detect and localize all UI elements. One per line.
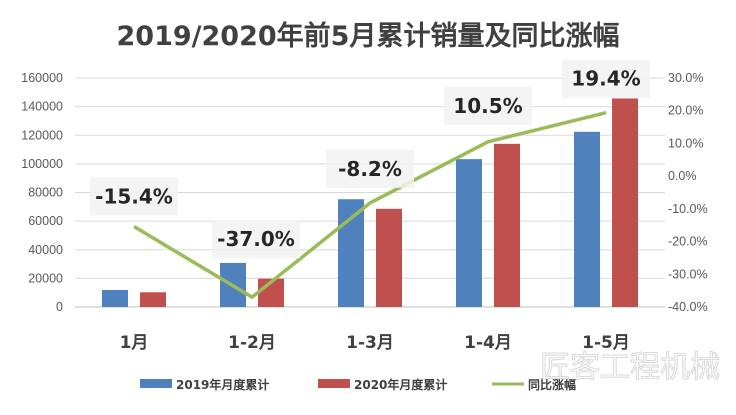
right-axis-tick: -30.0% (668, 267, 708, 281)
data-label: -37.0% (217, 227, 295, 251)
right-axis-tick: 20.0% (668, 104, 703, 118)
data-label: -8.2% (338, 157, 402, 181)
category-label: 1-4月 (464, 333, 512, 353)
legend-swatch (318, 379, 350, 388)
legend-label: 2020年月度累计 (354, 377, 447, 392)
bar-2019 (338, 199, 364, 307)
watermark: 匠客工程机械 (540, 350, 720, 385)
left-axis-tick: 40000 (28, 243, 63, 257)
chart-title: 2019/2020年前5月累计销量及同比涨幅 (116, 21, 620, 52)
right-axis-tick: 0.0% (668, 169, 697, 183)
data-label-box (326, 149, 414, 188)
left-axis-tick: 160000 (21, 71, 63, 85)
bar-2020 (612, 98, 638, 307)
left-axis-tick: 60000 (28, 214, 63, 228)
legend-swatch (140, 379, 172, 388)
data-label-box (212, 220, 300, 259)
bar-2019 (456, 159, 482, 307)
right-axis-tick: 10.0% (668, 136, 703, 150)
bar-2020 (376, 208, 402, 307)
data-label: 10.5% (453, 94, 522, 118)
category-label: 1-3月 (346, 333, 394, 353)
legend-label: 同比涨幅 (528, 377, 576, 392)
data-label-box (562, 59, 650, 98)
growth-line (133, 110, 607, 299)
data-label: 19.4% (571, 67, 640, 91)
left-axis-tick: 0 (56, 300, 63, 314)
bar-2020 (140, 292, 166, 307)
data-label: -15.4% (95, 185, 173, 209)
right-axis-tick: 30.0% (668, 71, 703, 85)
category-label: 1月 (120, 333, 149, 353)
legend-label: 2019年月度累计 (176, 377, 269, 392)
data-label-box (90, 177, 178, 216)
left-axis-tick: 140000 (21, 100, 63, 114)
data-label-box (444, 86, 532, 125)
left-axis-tick: 80000 (28, 186, 63, 200)
right-axis-tick: -40.0% (668, 300, 708, 314)
left-axis-tick: 100000 (21, 157, 63, 171)
bar-2020 (494, 143, 520, 307)
category-label: 1-2月 (228, 333, 276, 353)
category-label: 1-5月 (582, 333, 630, 353)
bar-2019 (574, 131, 600, 307)
left-axis-tick: 20000 (28, 271, 63, 285)
bar-2019 (102, 289, 128, 307)
left-axis-tick: 120000 (21, 128, 63, 142)
right-axis-tick: -20.0% (668, 235, 708, 249)
right-axis-tick: -10.0% (668, 202, 708, 216)
